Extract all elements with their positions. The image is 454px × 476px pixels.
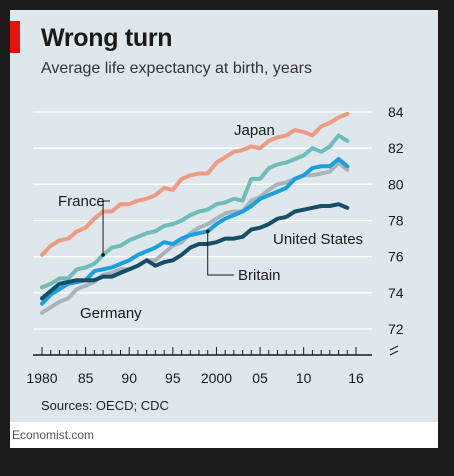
series-line-united-states bbox=[40, 202, 350, 301]
axis-break-icon bbox=[389, 345, 399, 356]
y-tick-label: 72 bbox=[388, 321, 404, 337]
y-tick-label: 82 bbox=[388, 140, 404, 156]
series-label-britain: Britain bbox=[238, 267, 281, 284]
series-label-united-states: United States bbox=[273, 231, 363, 248]
leader-line-britain bbox=[207, 231, 234, 276]
y-tick-label: 76 bbox=[388, 249, 404, 265]
x-tick-label: 05 bbox=[252, 370, 268, 386]
gridlines bbox=[33, 111, 372, 330]
series-lines bbox=[40, 111, 350, 315]
series-label-japan: Japan bbox=[234, 122, 275, 139]
x-tick-label: 1980 bbox=[26, 370, 57, 386]
series-annotations: Japan France United States Britain Germany bbox=[58, 122, 363, 322]
line-chart: 1980 85 90 95 2000 05 10 16 72 74 76 78 80 82 84 Japa… bbox=[26, 104, 404, 386]
series-label-germany: Germany bbox=[80, 305, 142, 322]
red-accent-tag bbox=[10, 21, 20, 53]
x-tick-label: 2000 bbox=[201, 370, 232, 386]
series-line-france bbox=[40, 133, 350, 290]
y-axis-labels: 72 74 76 78 80 82 84 bbox=[388, 104, 404, 356]
leader-line-france bbox=[102, 200, 110, 255]
chart-title: Wrong turn bbox=[41, 24, 173, 52]
y-tick-label: 74 bbox=[388, 285, 404, 301]
chart-subtitle: Average life expectancy at birth, years bbox=[41, 60, 312, 77]
footer-bar: Economist.com bbox=[10, 422, 438, 448]
x-tick-label: 10 bbox=[296, 370, 312, 386]
leader-dot-france bbox=[101, 253, 105, 257]
source-note: Sources: OECD; CDC bbox=[41, 398, 169, 413]
series-line-japan bbox=[40, 111, 350, 257]
y-tick-label: 80 bbox=[388, 176, 404, 192]
x-tick-label: 95 bbox=[165, 370, 181, 386]
brand-logo-text: Economist.com bbox=[12, 428, 95, 442]
x-tick-label: 85 bbox=[78, 370, 94, 386]
series-label-france: France bbox=[58, 193, 105, 210]
y-tick-label: 84 bbox=[388, 104, 404, 120]
leader-dot-britain bbox=[205, 229, 210, 234]
x-axis: 1980 85 90 95 2000 05 10 16 bbox=[26, 347, 372, 386]
series-line-britain bbox=[40, 157, 350, 306]
chart-card: Wrong turn Average life expectancy at bi… bbox=[10, 10, 438, 422]
y-tick-label: 78 bbox=[388, 213, 404, 229]
x-tick-label: 16 bbox=[348, 370, 364, 386]
x-tick-label: 90 bbox=[121, 370, 137, 386]
